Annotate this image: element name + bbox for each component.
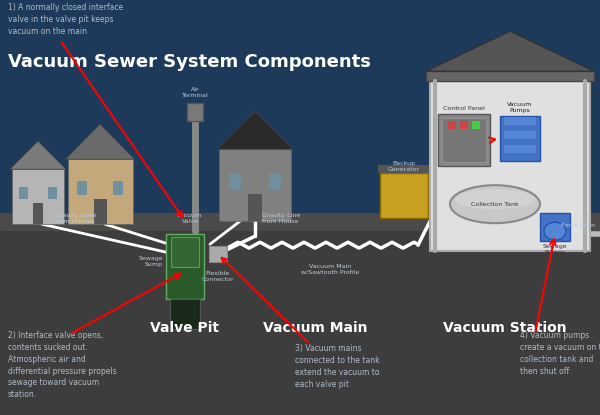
Bar <box>209 246 227 262</box>
Bar <box>504 117 536 125</box>
Text: Vacuum Sewer System Components: Vacuum Sewer System Components <box>8 53 371 71</box>
Polygon shape <box>426 31 594 71</box>
Bar <box>380 173 428 218</box>
Bar <box>94 200 107 224</box>
Text: Vacuum
Valve: Vacuum Valve <box>178 213 203 224</box>
Bar <box>19 187 28 200</box>
Bar <box>0 0 600 226</box>
Text: Sewage
Pumps: Sewage Pumps <box>542 244 568 255</box>
Bar <box>269 173 281 189</box>
Bar <box>0 213 600 231</box>
Bar <box>229 173 241 189</box>
Text: Force Main: Force Main <box>561 223 595 228</box>
Bar <box>504 131 536 139</box>
Bar <box>171 237 199 267</box>
Text: Sewage
Sump: Sewage Sump <box>139 256 163 266</box>
Text: 4) Vacuum pumps
create a vacuum on the
collection tank and
then shut off: 4) Vacuum pumps create a vacuum on the c… <box>520 331 600 376</box>
Bar <box>166 234 204 299</box>
Bar <box>113 181 124 195</box>
Bar <box>430 81 590 251</box>
Bar <box>504 145 536 153</box>
Text: Control Panel: Control Panel <box>443 106 485 111</box>
Text: Gravity Lines
from Houses: Gravity Lines from Houses <box>55 213 97 224</box>
Bar <box>219 149 291 221</box>
Bar <box>67 159 133 224</box>
Bar <box>540 213 570 241</box>
Bar <box>442 118 486 162</box>
Ellipse shape <box>455 189 535 209</box>
Bar <box>472 121 480 129</box>
Ellipse shape <box>544 222 566 240</box>
Text: Valve Pit: Valve Pit <box>151 321 220 335</box>
Text: Flexible
Connector: Flexible Connector <box>202 271 235 282</box>
Bar <box>500 116 540 161</box>
Bar <box>460 121 468 129</box>
Bar <box>248 194 262 221</box>
Bar <box>77 181 87 195</box>
Bar <box>170 299 200 329</box>
Text: Vacuum Main
w/Sawtooth Profile: Vacuum Main w/Sawtooth Profile <box>301 264 359 275</box>
Text: Vacuum
Pumps: Vacuum Pumps <box>508 103 533 113</box>
Bar <box>426 71 594 81</box>
Bar <box>49 187 57 200</box>
Text: Collection Tank: Collection Tank <box>471 202 519 207</box>
Bar <box>0 216 600 415</box>
Text: Gravity Line
from House: Gravity Line from House <box>262 213 300 224</box>
Text: Air
Terminal: Air Terminal <box>182 88 208 98</box>
Polygon shape <box>217 111 293 149</box>
Bar <box>187 103 203 121</box>
Text: Vacuum Main: Vacuum Main <box>263 321 367 335</box>
Polygon shape <box>10 141 66 169</box>
Bar <box>448 121 456 129</box>
Text: Backup
Generator: Backup Generator <box>388 161 420 172</box>
Bar <box>438 114 490 166</box>
Text: 2) Interface valve opens,
contents sucked out.
Atmospheric air and
differential : 2) Interface valve opens, contents sucke… <box>8 331 116 399</box>
Text: 3) Vacuum mains
connected to the tank
extend the vacuum to
each valve pit: 3) Vacuum mains connected to the tank ex… <box>295 344 380 388</box>
Text: Vacuum Station: Vacuum Station <box>443 321 567 335</box>
Bar <box>12 169 64 224</box>
Ellipse shape <box>450 185 540 223</box>
Text: 1) A normally closed interface
valve in the valve pit keeps
vacuum on the main: 1) A normally closed interface valve in … <box>8 3 123 36</box>
Polygon shape <box>65 124 134 159</box>
Bar <box>378 165 430 173</box>
Bar <box>33 203 43 224</box>
